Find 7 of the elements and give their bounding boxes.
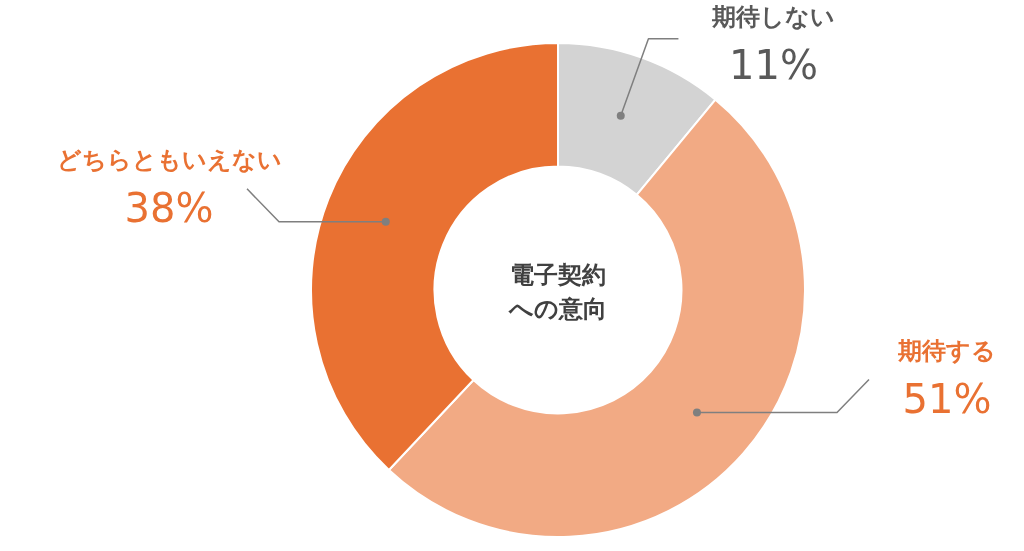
data-label: 51% (902, 375, 992, 422)
data-label: 38% (124, 185, 214, 232)
slice-label: 期待しない (710, 3, 835, 32)
data-label: 11% (728, 42, 818, 89)
slice-label: どちらともいえない (56, 146, 282, 175)
text: 電子契約への意向 (507, 260, 608, 325)
slice-label: 期待する (897, 336, 996, 365)
